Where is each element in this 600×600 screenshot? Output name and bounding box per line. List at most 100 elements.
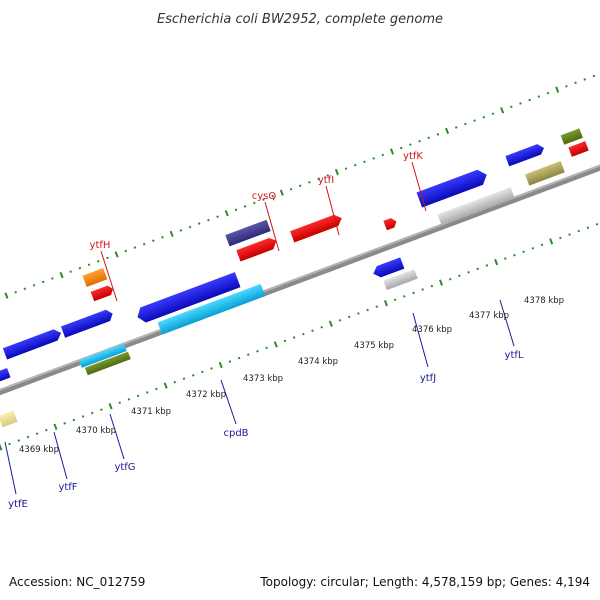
tick-minor xyxy=(145,391,149,394)
tick-minor xyxy=(458,274,461,278)
tick-major xyxy=(53,423,58,430)
tick-minor xyxy=(179,229,183,232)
tick-minor xyxy=(78,266,82,270)
scale-label-4377: 4377 kbp xyxy=(469,311,509,321)
tick-minor xyxy=(418,139,421,143)
tick-minor xyxy=(182,377,186,381)
tick-minor xyxy=(81,415,85,418)
gene-ytfJ-blue xyxy=(373,257,405,278)
tick-minor xyxy=(403,295,406,298)
tick-minor xyxy=(372,157,375,160)
tick-minor xyxy=(592,74,596,78)
map-title: Escherichia coli BW2952, complete genome xyxy=(157,12,443,27)
tick-minor xyxy=(338,319,342,322)
scale-label-4370: 4370 kbp xyxy=(76,426,116,436)
tick-minor xyxy=(317,177,320,181)
tick-minor xyxy=(271,194,274,198)
gene-ytfI-red xyxy=(290,214,342,243)
tick-minor xyxy=(326,174,330,177)
tick-minor xyxy=(537,95,541,98)
tick-minor xyxy=(528,98,531,102)
tick-major xyxy=(500,107,505,114)
tick-minor xyxy=(353,163,357,167)
tick-minor xyxy=(100,408,103,411)
tick-major xyxy=(218,361,223,369)
tick-minor xyxy=(476,267,480,271)
gene-ytfL-olive xyxy=(525,161,565,186)
tick-minor xyxy=(265,346,268,350)
tick-minor xyxy=(173,380,177,384)
tick-minor xyxy=(344,167,348,170)
tick-minor xyxy=(540,243,544,247)
tick-minor xyxy=(124,249,128,253)
gene-label-ytfF: ytfF xyxy=(58,482,77,493)
tick-minor xyxy=(412,291,415,295)
tick-major xyxy=(273,341,278,348)
tick-minor xyxy=(409,143,412,146)
scale-label-4369: 4369 kbp xyxy=(19,445,59,455)
tick-minor xyxy=(568,233,571,236)
tick-minor xyxy=(448,277,452,281)
tick-minor xyxy=(491,112,495,116)
tick-major xyxy=(59,271,64,279)
gene-forward-7-green xyxy=(560,128,583,145)
gene-label-cysQ: cysQ xyxy=(252,191,277,202)
tick-minor xyxy=(210,367,213,370)
tick-minor xyxy=(201,370,204,374)
gene-cpdB-cyan xyxy=(157,283,266,335)
tick-minor xyxy=(96,260,100,263)
tick-minor xyxy=(152,239,155,243)
tick-minor xyxy=(237,356,241,360)
accession-text: Accession: NC_012759 xyxy=(9,575,145,589)
tick-minor xyxy=(188,225,192,229)
tick-major xyxy=(108,403,113,410)
gene-label-ytfH: ytfH xyxy=(90,240,111,251)
gene-label-ytfL: ytfL xyxy=(505,350,524,361)
tick-minor xyxy=(63,422,66,425)
tick-minor xyxy=(519,102,522,105)
tick-minor xyxy=(510,105,513,109)
tick-minor xyxy=(485,264,489,267)
tick-line-lower xyxy=(0,222,599,451)
tick-minor xyxy=(482,115,486,119)
tick-minor xyxy=(583,78,587,81)
tick-major xyxy=(328,320,333,327)
tick-major xyxy=(4,292,9,299)
tick-minor xyxy=(375,305,379,308)
gene-forward-4 xyxy=(137,272,241,323)
tick-major xyxy=(439,279,444,286)
tick-minor xyxy=(436,133,440,136)
tick-minor xyxy=(393,298,397,302)
tick-minor xyxy=(366,308,369,312)
scale-labels: 4369 kbp 4370 kbp 4371 kbp 4372 kbp 4373… xyxy=(19,296,564,455)
tick-minor xyxy=(546,91,550,95)
tick-minor xyxy=(298,184,302,188)
tick-minor xyxy=(320,325,323,329)
tick-minor xyxy=(26,435,30,439)
gene-labels: ytfH cysQ ytfI ytfK ytfE ytfF ytfG cpdB … xyxy=(4,151,524,510)
tick-minor xyxy=(283,339,287,343)
gene-ytfG-cyan xyxy=(78,343,127,368)
tick-major xyxy=(549,238,554,245)
tick-major xyxy=(163,382,168,389)
scale-label-4376: 4376 kbp xyxy=(412,325,452,335)
tick-minor xyxy=(357,312,360,315)
tick-minor xyxy=(246,353,250,356)
tick-minor xyxy=(427,136,431,140)
tick-minor xyxy=(155,387,158,391)
tick-minor xyxy=(161,236,164,239)
gene-forward-2 xyxy=(2,329,62,360)
tick-minor xyxy=(363,160,366,164)
tick-minor xyxy=(191,374,195,377)
tick-major xyxy=(169,230,174,238)
tick-major xyxy=(494,258,499,266)
gene-forward-8-red xyxy=(568,141,589,157)
tick-major xyxy=(555,86,560,93)
tick-major xyxy=(114,251,119,258)
tick-minor xyxy=(381,153,385,157)
tick-minor xyxy=(197,222,201,225)
gene-cysQ-red xyxy=(236,238,277,262)
tick-minor xyxy=(586,226,590,229)
tick-major xyxy=(390,148,394,155)
tick-major xyxy=(445,127,450,135)
